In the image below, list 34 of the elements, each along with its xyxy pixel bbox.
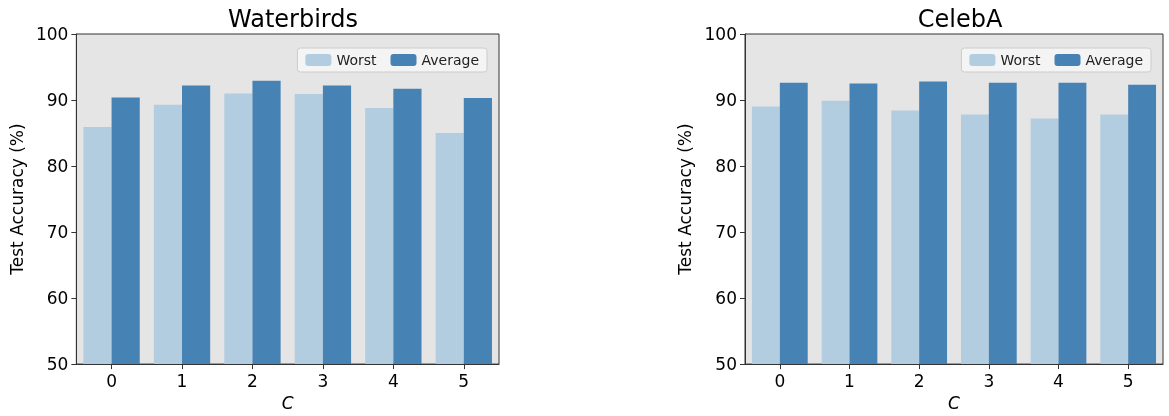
- x-tick-label: 1: [844, 370, 855, 391]
- x-tick-label: 1: [176, 370, 188, 391]
- x-tick-label: 2: [913, 370, 925, 391]
- legend-label: Average: [1085, 52, 1144, 68]
- y-tick-label: 90: [715, 90, 737, 111]
- legend-label: Worst: [1000, 52, 1042, 68]
- x-tick-label: 5: [458, 370, 470, 391]
- y-tick-label: 60: [46, 288, 69, 309]
- y-tick-label: 50: [46, 354, 69, 375]
- legend-label: Average: [421, 52, 480, 68]
- y-tick-label: 80: [46, 156, 69, 177]
- y-tick-label: 100: [35, 24, 69, 44]
- x-tick-label: 3: [317, 370, 329, 391]
- x-tick-label: 0: [774, 370, 786, 391]
- y-tick-label: 80: [715, 156, 737, 177]
- x-tick-label: 5: [1122, 370, 1134, 391]
- y-tick-label: 50: [715, 354, 737, 375]
- y-tick-label: 60: [715, 288, 737, 309]
- x-tick-label: 0: [106, 370, 117, 391]
- x-tick-label: 4: [387, 370, 399, 391]
- y-tick-label: 70: [715, 222, 737, 243]
- y-axis-title: Test Accuracy (%): [675, 123, 696, 276]
- x-axis-title: C: [948, 392, 961, 413]
- y-tick-label: 70: [46, 222, 69, 243]
- legend-label: Worst: [336, 52, 378, 68]
- y-axis-title: Test Accuracy (%): [6, 123, 27, 276]
- y-tick-label: 90: [46, 90, 69, 111]
- chart-title: CelebA: [917, 5, 1003, 33]
- x-tick-label: 2: [247, 370, 258, 391]
- chart-title: Waterbirds: [227, 5, 359, 33]
- x-axis-title: C: [281, 392, 294, 413]
- x-tick-label: 4: [1053, 370, 1064, 391]
- y-tick-label: 100: [704, 24, 737, 44]
- x-tick-label: 3: [983, 370, 995, 391]
